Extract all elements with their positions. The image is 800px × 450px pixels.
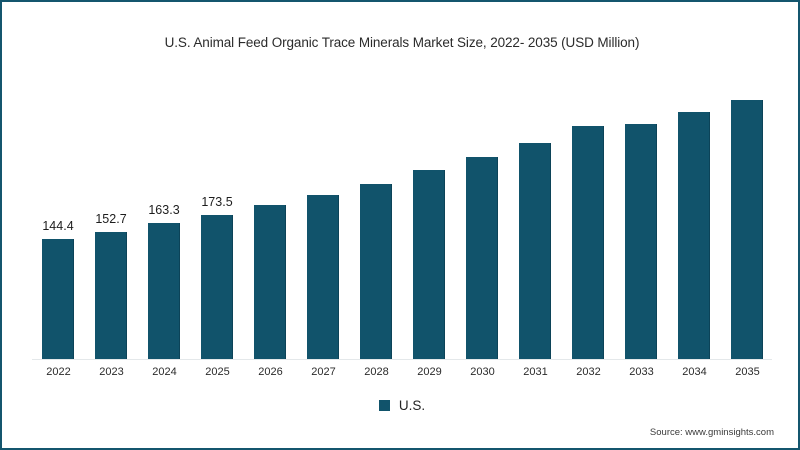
x-axis-tick-label: 2027 [311,366,336,378]
bar-group [456,87,509,359]
bar-group [297,87,350,359]
bar-group: 144.4 [32,87,85,359]
x-axis-tick-label: 2023 [99,366,124,378]
bar[interactable] [360,183,392,359]
bar-group: 152.7 [85,87,138,359]
x-axis-tick-label: 2029 [417,366,442,378]
x-axis-tick-label: 2033 [629,366,654,378]
bar[interactable] [731,100,763,359]
bar-group: 173.5 [191,87,244,359]
bar-group [244,87,297,359]
bar[interactable] [625,124,657,359]
legend-item-label[interactable]: U.S. [398,398,426,413]
x-axis-tick-label: 2028 [364,366,389,378]
plot-area: 144.4 152.7 163.3 173.5 [32,87,772,359]
x-axis-line [32,359,772,360]
bar[interactable] [95,231,127,359]
source-attribution: Source: www.gminsights.com [649,427,774,438]
bar[interactable] [307,195,339,359]
bar[interactable] [201,214,233,359]
x-axis-tick-label: 2025 [205,366,230,378]
x-axis-tick-label: 2030 [470,366,495,378]
bar-group [403,87,456,359]
chart-title: U.S. Animal Feed Organic Trace Minerals … [164,35,640,50]
bar-value-label: 163.3 [148,203,180,218]
bar-group [615,87,668,359]
x-axis-tick-label: 2022 [46,366,71,378]
bar-group: 163.3 [138,87,191,359]
bar-group [562,87,615,359]
bar[interactable] [466,156,498,359]
bar[interactable] [148,223,180,359]
bar[interactable] [254,205,286,359]
bar-value-label: 144.4 [42,218,74,233]
bar[interactable] [519,142,551,359]
x-axis-tick-label: 2026 [258,366,283,378]
x-axis-tick-label: 2034 [682,366,707,378]
x-axis-tick-label: 2035 [735,366,760,378]
x-axis-tick-label: 2031 [523,366,548,378]
bar[interactable] [678,111,710,359]
bar-value-label: 152.7 [95,211,127,226]
bar-group [721,87,774,359]
bar-group [350,87,403,359]
bar[interactable] [572,126,604,359]
legend-color-swatch-icon [378,400,390,411]
x-axis-tick-label: 2032 [576,366,601,378]
x-axis-tick-label: 2024 [152,366,177,378]
bar-group [668,87,721,359]
bar[interactable] [42,238,74,359]
bar[interactable] [413,170,445,359]
bar-group [509,87,562,359]
bar-value-label: 173.5 [201,194,233,209]
chart-legend: U.S. [2,398,798,413]
